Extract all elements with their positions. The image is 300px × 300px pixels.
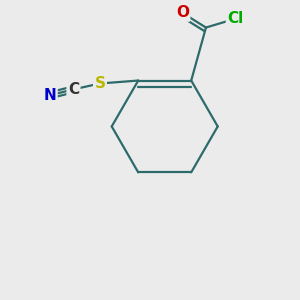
Text: O: O — [176, 5, 189, 20]
Text: S: S — [94, 76, 105, 91]
Text: C: C — [68, 82, 79, 97]
Text: Cl: Cl — [227, 11, 244, 26]
Text: N: N — [44, 88, 56, 103]
